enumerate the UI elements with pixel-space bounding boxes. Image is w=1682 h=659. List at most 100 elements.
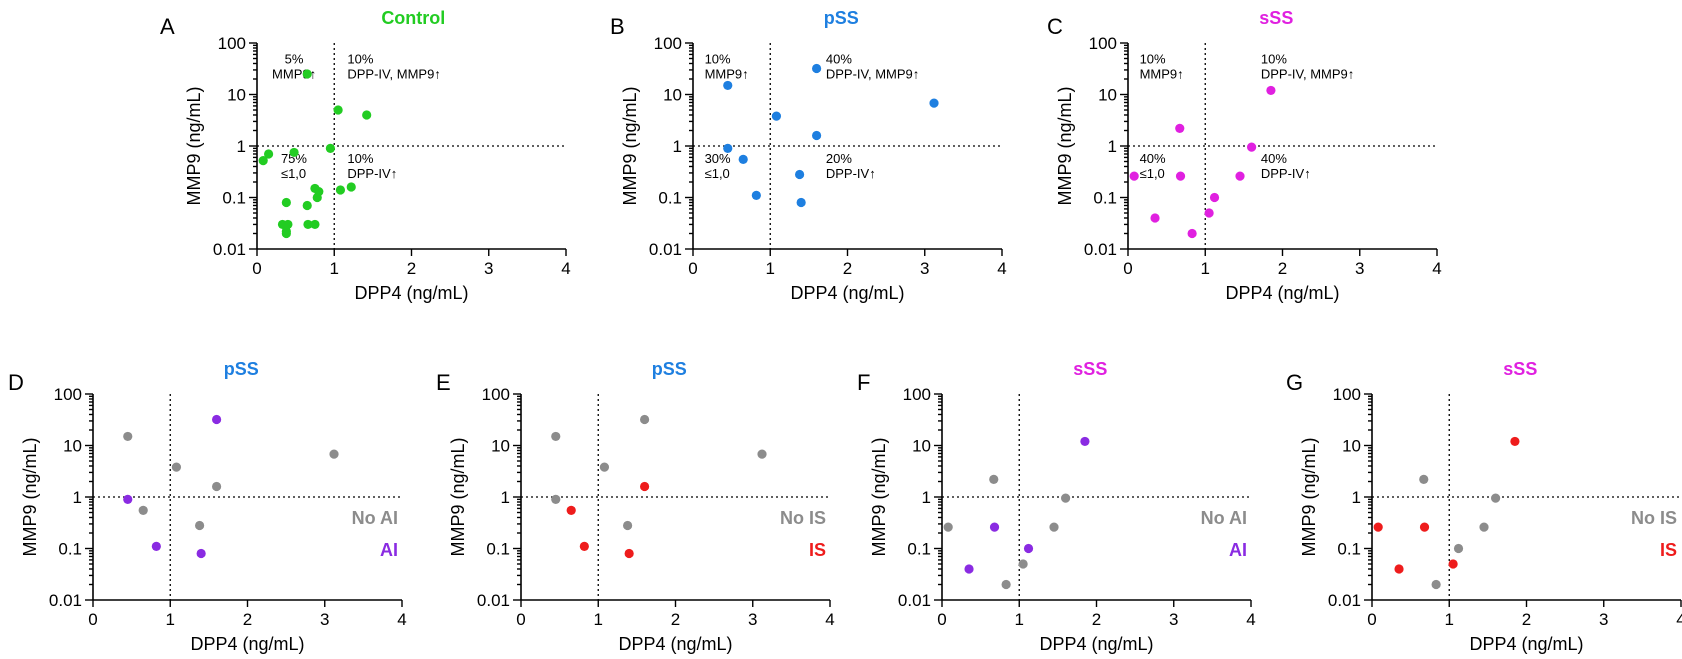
- data-point: [281, 228, 291, 239]
- data-point: [640, 481, 650, 492]
- annotation: 40%: [826, 51, 852, 66]
- x-tick-label: 2: [407, 259, 416, 278]
- annotation: 10%: [347, 151, 373, 166]
- x-tick-label: 1: [766, 259, 775, 278]
- data-point: [723, 143, 733, 153]
- x-tick-label: 0: [688, 259, 697, 278]
- data-point: [551, 431, 561, 442]
- panel-letter: A: [160, 14, 175, 39]
- x-tick-label: 1: [1201, 259, 1210, 278]
- y-axis-label: MMP9 (ng/mL): [20, 437, 40, 556]
- y-tick-label: 0.1: [907, 540, 931, 559]
- data-point: [989, 522, 1000, 532]
- y-axis-label: MMP9 (ng/mL): [448, 437, 468, 556]
- x-tick-label: 4: [561, 259, 570, 278]
- data-point: [1080, 436, 1090, 447]
- x-tick-label: 3: [484, 259, 493, 278]
- data-point: [1209, 192, 1220, 203]
- data-point: [796, 197, 806, 208]
- panel-letter: B: [610, 14, 625, 39]
- data-point: [138, 505, 148, 515]
- data-point: [196, 548, 206, 559]
- x-tick-label: 4: [1246, 610, 1255, 629]
- y-tick-label: 10: [63, 437, 82, 456]
- y-axis-label: MMP9 (ng/mL): [869, 437, 889, 556]
- x-tick-label: 3: [1355, 259, 1364, 278]
- y-axis-label: MMP9 (ng/mL): [184, 86, 204, 205]
- x-tick-label: 0: [252, 259, 261, 278]
- x-tick-label: 3: [1169, 610, 1178, 629]
- annotation: DPP-IV↑: [1261, 166, 1311, 181]
- annotation: 30%: [705, 151, 731, 166]
- data-point: [346, 182, 356, 192]
- x-tick-label: 2: [843, 259, 852, 278]
- y-tick-label: 10: [663, 86, 682, 105]
- data-point: [812, 130, 822, 141]
- panel-title: pSS: [224, 359, 259, 379]
- x-tick-label: 2: [1522, 610, 1531, 629]
- data-point: [551, 494, 561, 504]
- y-tick-label: 1: [1352, 488, 1361, 507]
- x-tick-label: 4: [1676, 610, 1682, 629]
- panel-letter: E: [436, 370, 451, 395]
- data-point: [289, 147, 299, 158]
- y-tick-label: 1: [237, 137, 246, 156]
- annotation: DPP-IV, MMP9↑: [826, 66, 919, 81]
- annotation: ≤1,0: [1140, 166, 1165, 181]
- legend-label: No IS: [1631, 508, 1677, 528]
- panel-letter: C: [1047, 14, 1063, 39]
- data-point: [1419, 522, 1430, 532]
- annotation: 40%: [1261, 151, 1287, 166]
- annotation: DPP-IV, MMP9↑: [1261, 66, 1354, 81]
- x-tick-label: 2: [1278, 259, 1287, 278]
- data-point: [1235, 171, 1245, 181]
- y-tick-label: 100: [1333, 385, 1361, 404]
- data-point: [263, 149, 274, 159]
- x-axis-label: DPP4 (ng/mL): [1225, 283, 1339, 303]
- y-tick-label: 100: [903, 385, 931, 404]
- y-tick-label: 1: [1108, 137, 1117, 156]
- annotation: 10%: [705, 51, 731, 66]
- y-tick-label: 0.01: [898, 591, 931, 610]
- y-tick-label: 0.1: [1093, 189, 1117, 208]
- data-point: [1018, 559, 1028, 569]
- data-point: [795, 169, 805, 180]
- x-tick-label: 1: [330, 259, 339, 278]
- y-tick-label: 10: [491, 437, 510, 456]
- x-tick-label: 4: [397, 610, 406, 629]
- y-tick-label: 0.1: [58, 540, 82, 559]
- data-point: [212, 481, 222, 492]
- y-tick-label: 0.1: [486, 540, 510, 559]
- y-axis-label: MMP9 (ng/mL): [1055, 86, 1075, 205]
- y-tick-label: 100: [1089, 34, 1117, 53]
- panel-a: A Control 0.01 0.1 1 10 100 0 1 2 3 4 DPP4 (ng/mL) MM…: [160, 8, 571, 303]
- annotation: 10%: [347, 51, 373, 66]
- data-point: [1061, 493, 1071, 503]
- data-point: [1373, 522, 1383, 532]
- y-axis-label: MMP9 (ng/mL): [1299, 437, 1319, 556]
- data-point: [303, 219, 313, 230]
- x-axis-label: DPP4 (ng/mL): [354, 283, 468, 303]
- y-tick-label: 1: [922, 488, 931, 507]
- y-tick-label: 100: [54, 385, 82, 404]
- panel-letter: G: [1286, 370, 1303, 395]
- x-tick-label: 0: [516, 610, 525, 629]
- data-point: [123, 431, 133, 442]
- data-point: [812, 63, 822, 74]
- x-tick-label: 2: [1092, 610, 1101, 629]
- x-tick-label: 1: [1015, 610, 1024, 629]
- legend-label: No AI: [1201, 508, 1247, 528]
- x-tick-label: 0: [1123, 259, 1132, 278]
- y-tick-label: 10: [1342, 437, 1361, 456]
- x-tick-label: 1: [594, 610, 603, 629]
- y-tick-label: 0.01: [1084, 240, 1117, 259]
- data-point: [1266, 85, 1276, 96]
- y-tick-label: 0.01: [213, 240, 246, 259]
- y-tick-label: 1: [73, 488, 82, 507]
- data-point: [943, 522, 953, 532]
- panel-title: sSS: [1073, 359, 1107, 379]
- data-point: [1150, 213, 1160, 223]
- x-axis-label: DPP4 (ng/mL): [190, 634, 304, 654]
